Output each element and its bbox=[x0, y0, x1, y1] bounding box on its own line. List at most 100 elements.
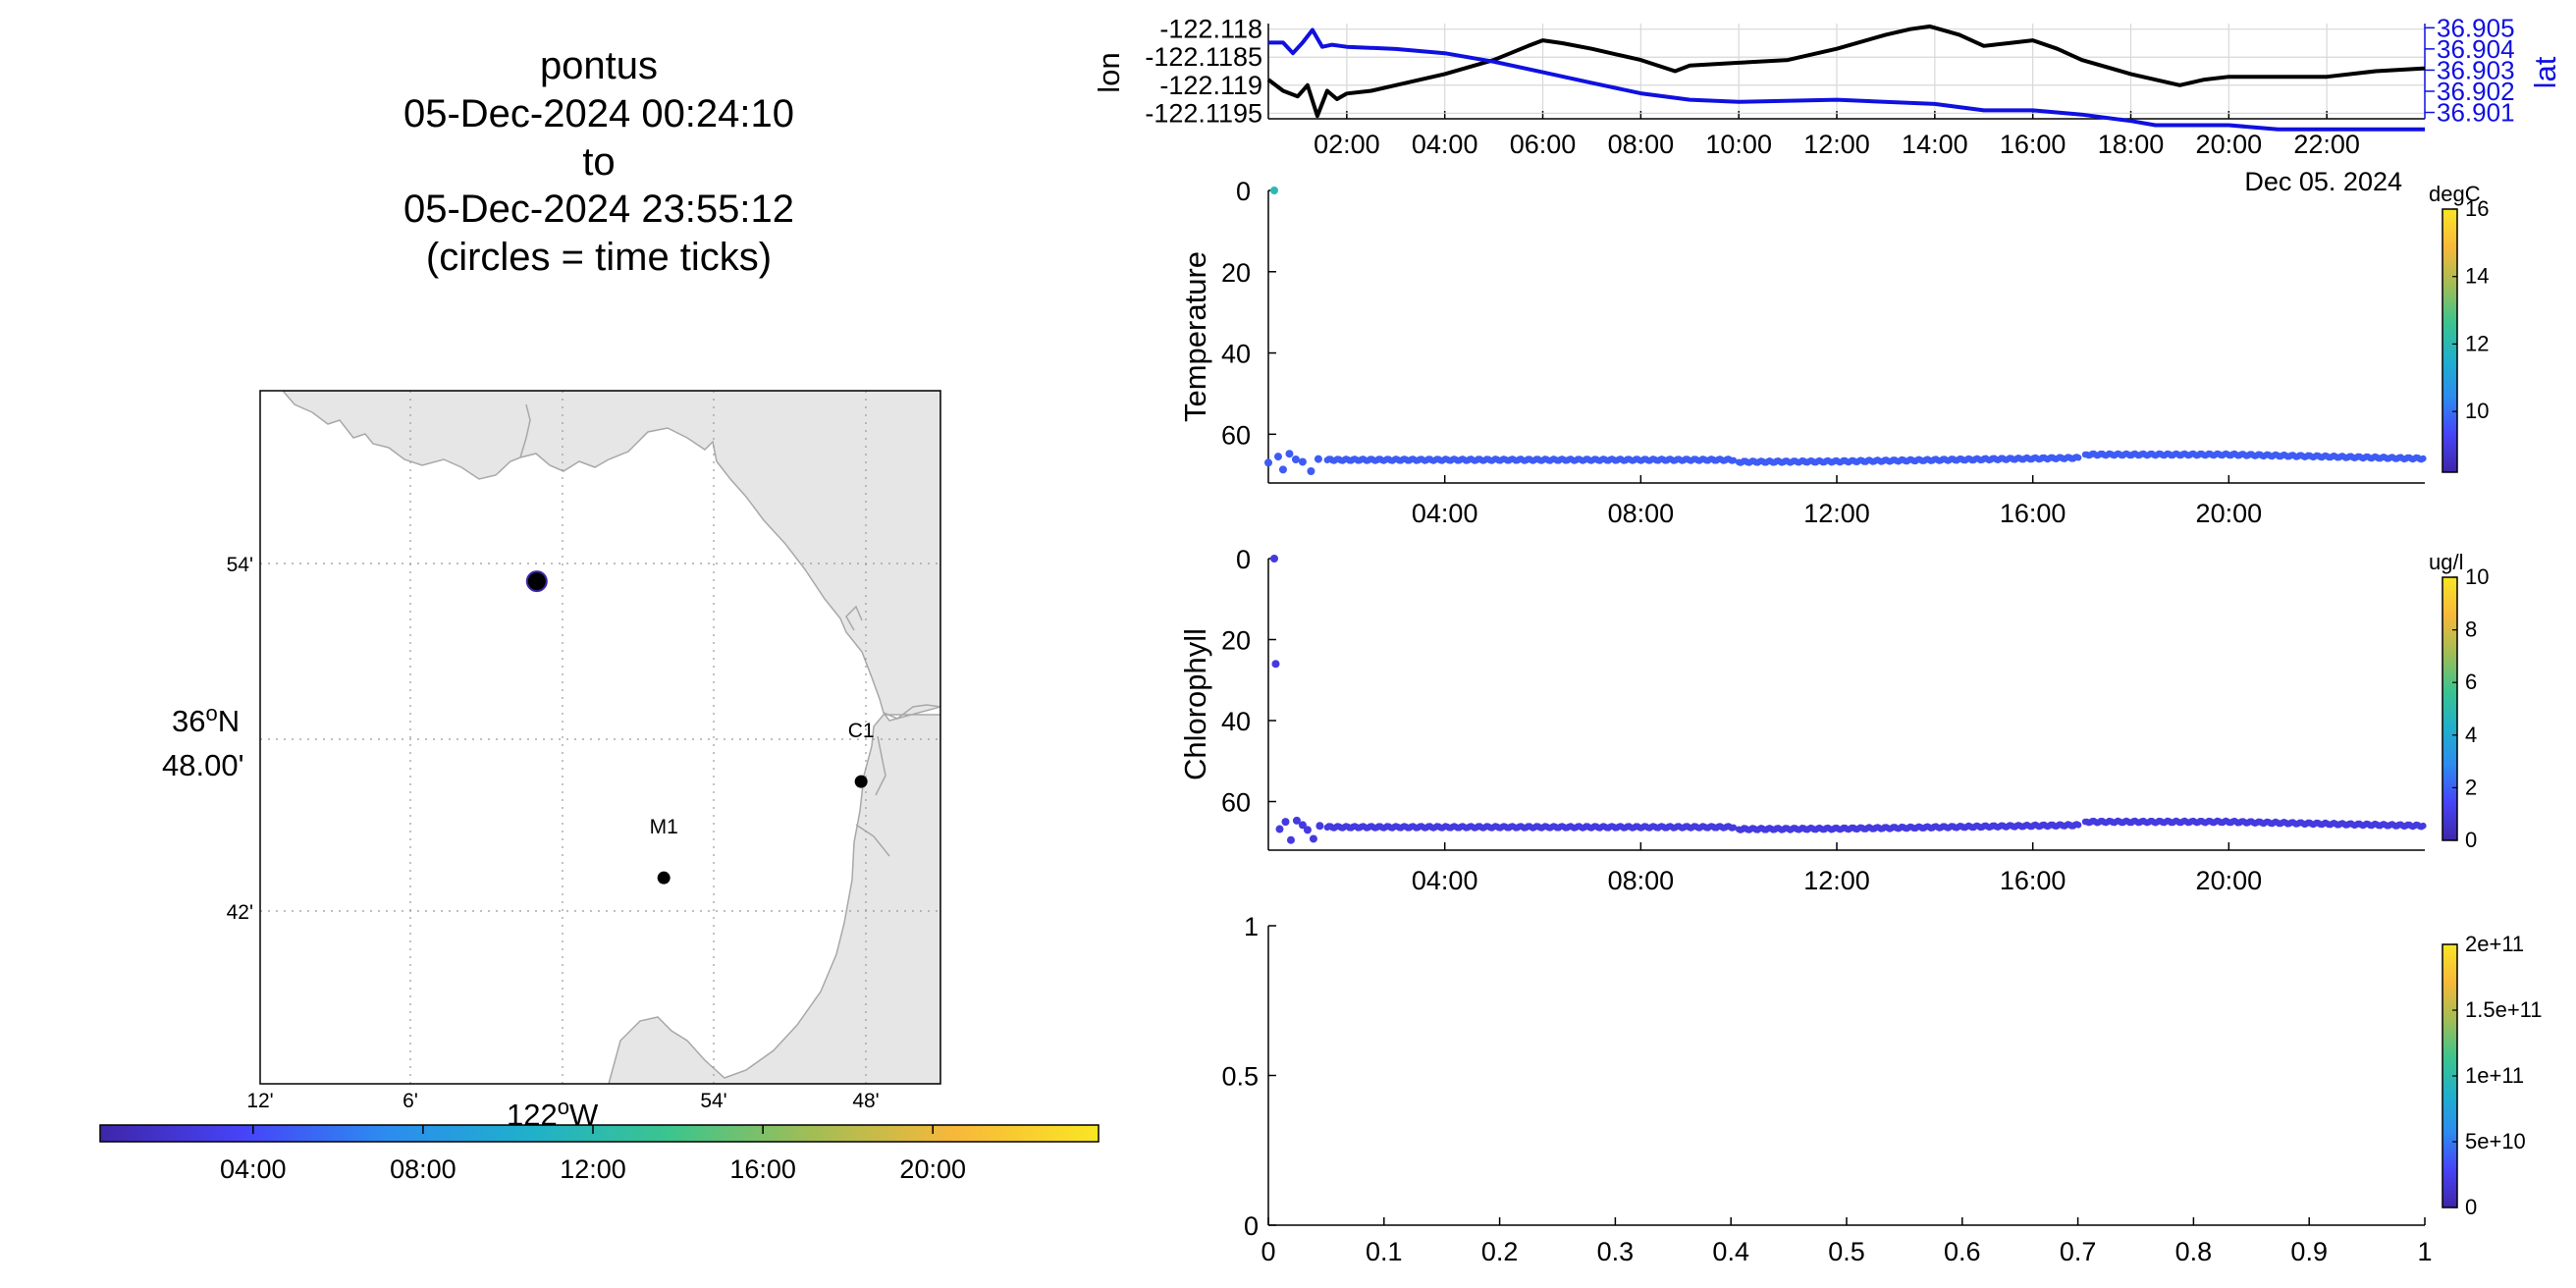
map-lat-tick: 42' bbox=[227, 901, 253, 924]
chlorophyll-y-tick-label: 40 bbox=[1221, 707, 1251, 736]
lat-tick-label: 36.903 bbox=[2437, 55, 2515, 84]
lon-degree-sign: o bbox=[558, 1095, 569, 1119]
chlorophyll-x-tick-label: 04:00 bbox=[1412, 866, 1478, 895]
empty-x-tick-label: 0.7 bbox=[2060, 1237, 2097, 1266]
land-area bbox=[282, 391, 940, 1084]
title-block: pontus 05-Dec-2024 00:24:10 to 05-Dec-20… bbox=[403, 44, 794, 279]
chlorophyll-y-tick-label: 20 bbox=[1221, 626, 1251, 656]
empty-y-tick-label: 1 bbox=[1244, 912, 1259, 941]
map-lon-tick: 54' bbox=[700, 1090, 726, 1112]
empty-colorbar-tick-label: 0 bbox=[2465, 1195, 2477, 1219]
lonlat-x-tick-label: 18:00 bbox=[2098, 130, 2165, 159]
title-line-5: (circles = time ticks) bbox=[426, 236, 772, 279]
svg-text:36oN: 36oN bbox=[172, 701, 240, 738]
temperature-y-tick-label: 60 bbox=[1221, 420, 1251, 450]
temperature-x-tick-label: 20:00 bbox=[2196, 499, 2263, 528]
temperature-point bbox=[1278, 465, 1287, 474]
lonlat-x-tick-label: 02:00 bbox=[1314, 130, 1380, 159]
temperature-point bbox=[2074, 454, 2082, 461]
temperature-x-tick-label: 08:00 bbox=[1608, 499, 1675, 528]
river-creek bbox=[519, 403, 531, 458]
empty-x-tick-label: 1 bbox=[2417, 1237, 2432, 1266]
lat-tick-label: 36.901 bbox=[2437, 98, 2515, 128]
lon-tick-label: -122.1195 bbox=[1145, 98, 1262, 128]
chlorophyll-colorbar-tick-label: 8 bbox=[2465, 617, 2477, 642]
temperature-y-tick-label: 40 bbox=[1221, 340, 1251, 369]
time-colorbar-tick-label: 12:00 bbox=[560, 1154, 626, 1184]
lonlat-panel: 02:00 04:00 06:00 08:00 10:00 12:00 14:00 16:00… bbox=[1092, 13, 2562, 196]
lat-axis-label: lat bbox=[2528, 56, 2562, 88]
lat-tick-label: 36.904 bbox=[2437, 34, 2515, 64]
station-marker bbox=[854, 775, 868, 788]
lonlat-x-tick-label: 06:00 bbox=[1510, 130, 1577, 159]
chlorophyll-point bbox=[2074, 822, 2082, 829]
station-label: C1 bbox=[848, 720, 875, 742]
empty-colorbar-tick-label: 1.5e+11 bbox=[2465, 997, 2543, 1022]
chlorophyll-colorbar-tick-label: 0 bbox=[2465, 828, 2477, 852]
lon-tick-label: -122.119 bbox=[1159, 71, 1262, 100]
chlorophyll-point bbox=[1281, 818, 1290, 827]
chlorophyll-x-tick-label: 16:00 bbox=[2000, 866, 2066, 895]
temperature-colorbar-unit: degC bbox=[2429, 182, 2481, 206]
time-colorbar-ticks: 04:00 08:00 12:00 16:00 20:00 bbox=[220, 1125, 966, 1184]
time-colorbar: 04:00 08:00 12:00 16:00 20:00 bbox=[99, 1124, 1100, 1184]
chlorophyll-point bbox=[1309, 834, 1317, 843]
chlorophyll-point bbox=[1303, 826, 1312, 834]
empty-colorbar-tick-label: 5e+10 bbox=[2465, 1129, 2526, 1154]
temperature-point bbox=[1285, 450, 1294, 458]
chlorophyll-point bbox=[1271, 660, 1280, 669]
lonlat-x-tick-label: 08:00 bbox=[1608, 130, 1675, 159]
title-line-4: 05-Dec-2024 23:55:12 bbox=[403, 188, 794, 231]
empty-x-tick-label: 0.1 bbox=[1366, 1237, 1403, 1266]
temperature-x-tick-label: 16:00 bbox=[2000, 499, 2066, 528]
temperature-point bbox=[2420, 455, 2427, 462]
series-lon-line bbox=[1266, 24, 2426, 119]
temperature-colorbar-tick-label: 12 bbox=[2465, 331, 2489, 355]
vehicle-track-marker bbox=[525, 570, 548, 593]
time-colorbar-tick-label: 08:00 bbox=[390, 1154, 456, 1184]
empty-x-tick-label: 0.2 bbox=[1481, 1237, 1519, 1266]
empty-y-tick-label: 0.5 bbox=[1221, 1062, 1259, 1092]
empty-x-tick-label: 0.8 bbox=[2175, 1237, 2213, 1266]
lat-degree-sign: o bbox=[205, 701, 217, 725]
temperature-point bbox=[1264, 458, 1272, 467]
chlorophyll-y-tick-label: 0 bbox=[1236, 545, 1251, 574]
chlorophyll-x-tick-label: 12:00 bbox=[1803, 866, 1870, 895]
time-colorbar-gradient bbox=[99, 1124, 1100, 1143]
lonlat-x-tick-label: 22:00 bbox=[2293, 130, 2360, 159]
temperature-date-clip bbox=[1272, 526, 2431, 565]
chlorophyll-colorbar-tick-label: 4 bbox=[2465, 723, 2477, 747]
chlorophyll-colorbar bbox=[2442, 576, 2458, 841]
empty-x-tick-label: 0.6 bbox=[1944, 1237, 1981, 1266]
temperature-surface-point bbox=[1269, 187, 1278, 194]
lat-tick-label: 36.902 bbox=[2437, 77, 2515, 106]
chlorophyll-surface-point bbox=[1269, 555, 1278, 563]
lonlat-x-tick-label: 16:00 bbox=[2000, 130, 2066, 159]
temperature-point bbox=[1730, 456, 1738, 464]
map-lon-tick: 48' bbox=[852, 1090, 879, 1112]
temperature-colorbar bbox=[2442, 208, 2458, 473]
lonlat-x-tick-label: 04:00 bbox=[1412, 130, 1478, 159]
title-line-3: to bbox=[582, 140, 615, 184]
empty-colorbar-tick-label: 1e+11 bbox=[2465, 1063, 2524, 1088]
temperature-point bbox=[1273, 453, 1282, 461]
temperature-x-tick-label: 12:00 bbox=[1803, 499, 1870, 528]
chlorophyll-point bbox=[1730, 824, 1738, 832]
lonlat-x-tick-label: 20:00 bbox=[2196, 130, 2263, 159]
chlorophyll-point bbox=[1286, 835, 1295, 844]
empty-panel: 0 0.1 0.2 0.3 0.4 0.5 0.6 0.7 0.8 0.9 1 0 0.5 1 2e+11 1… bbox=[1221, 912, 2542, 1266]
map-lon-tick: 6' bbox=[402, 1090, 418, 1112]
chlorophyll-colorbar-unit: ug/l bbox=[2429, 550, 2463, 574]
station-marker bbox=[657, 871, 671, 885]
temperature-colorbar-tick-label: 16 bbox=[2465, 196, 2489, 221]
empty-x-tick-label: 0.9 bbox=[2290, 1237, 2328, 1266]
chlorophyll-point bbox=[2420, 822, 2427, 830]
chlorophyll-y-tick-label: 60 bbox=[1221, 788, 1251, 818]
empty-colorbar-tick-label: 2e+11 bbox=[2465, 932, 2524, 956]
time-colorbar-tick-label: 04:00 bbox=[220, 1154, 287, 1184]
lat-center-minutes: 48.00' bbox=[162, 748, 244, 782]
temperature-point bbox=[1298, 457, 1307, 466]
